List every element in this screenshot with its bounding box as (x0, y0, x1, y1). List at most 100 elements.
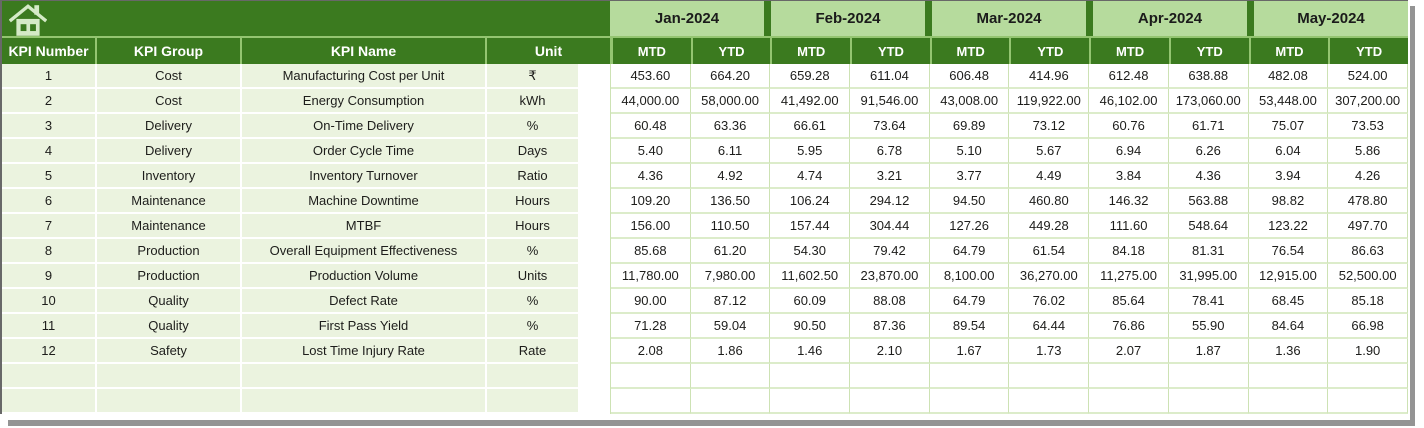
kpi-value-cell[interactable]: 5.95 (770, 139, 851, 164)
kpi-value-cell[interactable]: 59.04 (690, 314, 771, 339)
kpi-value-cell[interactable]: 78.41 (1168, 289, 1249, 314)
kpi-group-cell[interactable]: Production (97, 239, 242, 264)
kpi-group-cell[interactable]: Maintenance (97, 189, 242, 214)
kpi-value-cell[interactable]: 3.21 (850, 164, 930, 189)
kpi-value-cell[interactable]: 127.26 (929, 214, 1010, 239)
kpi-value-cell[interactable]: 11,275.00 (1089, 264, 1169, 289)
kpi-value-cell[interactable]: 3.94 (1248, 164, 1329, 189)
kpi-value-cell[interactable]: 61.20 (690, 239, 771, 264)
period-header-cell[interactable]: YTD (852, 38, 930, 64)
kpi-name-cell[interactable] (242, 389, 487, 414)
kpi-value-cell[interactable]: 73.64 (850, 114, 930, 139)
period-header-cell[interactable]: YTD (692, 38, 771, 64)
kpi-value-cell[interactable]: 606.48 (929, 64, 1010, 89)
kpi-value-cell[interactable]: 611.04 (850, 64, 930, 89)
kpi-value-cell[interactable]: 66.98 (1328, 314, 1408, 339)
kpi-value-cell[interactable]: 60.76 (1089, 114, 1169, 139)
kpi-value-cell[interactable] (690, 389, 771, 414)
kpi-value-cell[interactable]: 85.68 (611, 239, 691, 264)
kpi-value-cell[interactable]: 84.18 (1089, 239, 1169, 264)
kpi-value-cell[interactable] (1248, 364, 1329, 389)
period-header-cell[interactable]: MTD (931, 38, 1010, 64)
kpi-unit-cell[interactable]: Units (487, 264, 580, 289)
kpi-name-cell[interactable]: Energy Consumption (242, 89, 487, 114)
kpi-value-cell[interactable]: 612.48 (1089, 64, 1169, 89)
column-header-kpi-name[interactable]: KPI Name (242, 38, 487, 64)
kpi-unit-cell[interactable]: % (487, 239, 580, 264)
kpi-value-cell[interactable]: 87.36 (850, 314, 930, 339)
kpi-value-cell[interactable]: 69.89 (929, 114, 1010, 139)
kpi-value-cell[interactable]: 52,500.00 (1328, 264, 1408, 289)
kpi-name-cell[interactable]: Inventory Turnover (242, 164, 487, 189)
kpi-number-cell[interactable]: 3 (2, 114, 97, 139)
kpi-name-cell[interactable]: Order Cycle Time (242, 139, 487, 164)
kpi-value-cell[interactable]: 36,270.00 (1009, 264, 1090, 289)
kpi-unit-cell[interactable] (487, 364, 580, 389)
kpi-value-cell[interactable]: 460.80 (1009, 189, 1090, 214)
kpi-value-cell[interactable]: 664.20 (690, 64, 771, 89)
kpi-number-cell[interactable]: 2 (2, 89, 97, 114)
kpi-value-cell[interactable]: 89.54 (929, 314, 1010, 339)
kpi-value-cell[interactable]: 449.28 (1009, 214, 1090, 239)
kpi-value-cell[interactable]: 6.26 (1168, 139, 1249, 164)
kpi-name-cell[interactable]: MTBF (242, 214, 487, 239)
kpi-value-cell[interactable]: 11,602.50 (770, 264, 851, 289)
kpi-number-cell[interactable]: 5 (2, 164, 97, 189)
kpi-group-cell[interactable]: Inventory (97, 164, 242, 189)
kpi-name-cell[interactable]: On-Time Delivery (242, 114, 487, 139)
month-header-cell[interactable]: Jan-2024 (610, 1, 764, 36)
kpi-group-cell[interactable]: Cost (97, 64, 242, 89)
kpi-name-cell[interactable]: Machine Downtime (242, 189, 487, 214)
kpi-number-cell[interactable]: 11 (2, 314, 97, 339)
month-header-cell[interactable]: May-2024 (1254, 1, 1408, 36)
kpi-value-cell[interactable]: 61.71 (1168, 114, 1249, 139)
kpi-value-cell[interactable]: 43,008.00 (929, 89, 1010, 114)
kpi-value-cell[interactable]: 7,980.00 (690, 264, 771, 289)
kpi-value-cell[interactable]: 5.86 (1328, 139, 1408, 164)
kpi-unit-cell[interactable]: kWh (487, 89, 580, 114)
kpi-name-cell[interactable]: Production Volume (242, 264, 487, 289)
kpi-value-cell[interactable] (850, 389, 930, 414)
period-header-cell[interactable]: MTD (613, 38, 691, 64)
kpi-value-cell[interactable] (770, 389, 851, 414)
kpi-value-cell[interactable] (611, 364, 691, 389)
kpi-unit-cell[interactable]: Hours (487, 214, 580, 239)
kpi-value-cell[interactable]: 23,870.00 (850, 264, 930, 289)
kpi-number-cell[interactable]: 6 (2, 189, 97, 214)
column-header-unit[interactable]: Unit (487, 38, 610, 64)
kpi-value-cell[interactable]: 5.67 (1009, 139, 1090, 164)
kpi-name-cell[interactable] (242, 364, 487, 389)
kpi-group-cell[interactable] (97, 389, 242, 414)
kpi-value-cell[interactable]: 11,780.00 (611, 264, 691, 289)
home-icon[interactable] (9, 4, 47, 37)
kpi-value-cell[interactable]: 53,448.00 (1248, 89, 1329, 114)
kpi-value-cell[interactable]: 2.10 (850, 339, 930, 364)
month-header-cell[interactable]: Feb-2024 (771, 1, 925, 36)
kpi-value-cell[interactable]: 94.50 (929, 189, 1010, 214)
kpi-value-cell[interactable]: 5.40 (611, 139, 691, 164)
kpi-value-cell[interactable]: 85.18 (1328, 289, 1408, 314)
kpi-value-cell[interactable]: 84.64 (1248, 314, 1329, 339)
kpi-value-cell[interactable]: 4.36 (1168, 164, 1249, 189)
kpi-value-cell[interactable]: 76.86 (1089, 314, 1169, 339)
kpi-value-cell[interactable]: 64.44 (1009, 314, 1090, 339)
kpi-value-cell[interactable]: 60.48 (611, 114, 691, 139)
kpi-group-cell[interactable]: Quality (97, 314, 242, 339)
kpi-value-cell[interactable]: 111.60 (1089, 214, 1169, 239)
kpi-value-cell[interactable]: 414.96 (1009, 64, 1090, 89)
kpi-value-cell[interactable] (1168, 389, 1249, 414)
kpi-value-cell[interactable] (770, 364, 851, 389)
kpi-value-cell[interactable]: 90.00 (611, 289, 691, 314)
kpi-unit-cell[interactable]: Rate (487, 339, 580, 364)
kpi-value-cell[interactable]: 4.92 (690, 164, 771, 189)
period-header-cell[interactable]: MTD (772, 38, 851, 64)
kpi-value-cell[interactable]: 73.53 (1328, 114, 1408, 139)
kpi-group-cell[interactable]: Delivery (97, 139, 242, 164)
kpi-group-cell[interactable]: Safety (97, 339, 242, 364)
kpi-value-cell[interactable]: 98.82 (1248, 189, 1329, 214)
kpi-value-cell[interactable] (1328, 389, 1408, 414)
kpi-value-cell[interactable]: 55.90 (1168, 314, 1249, 339)
kpi-value-cell[interactable]: 76.54 (1248, 239, 1329, 264)
month-header-cell[interactable]: Mar-2024 (932, 1, 1086, 36)
kpi-group-cell[interactable]: Cost (97, 89, 242, 114)
